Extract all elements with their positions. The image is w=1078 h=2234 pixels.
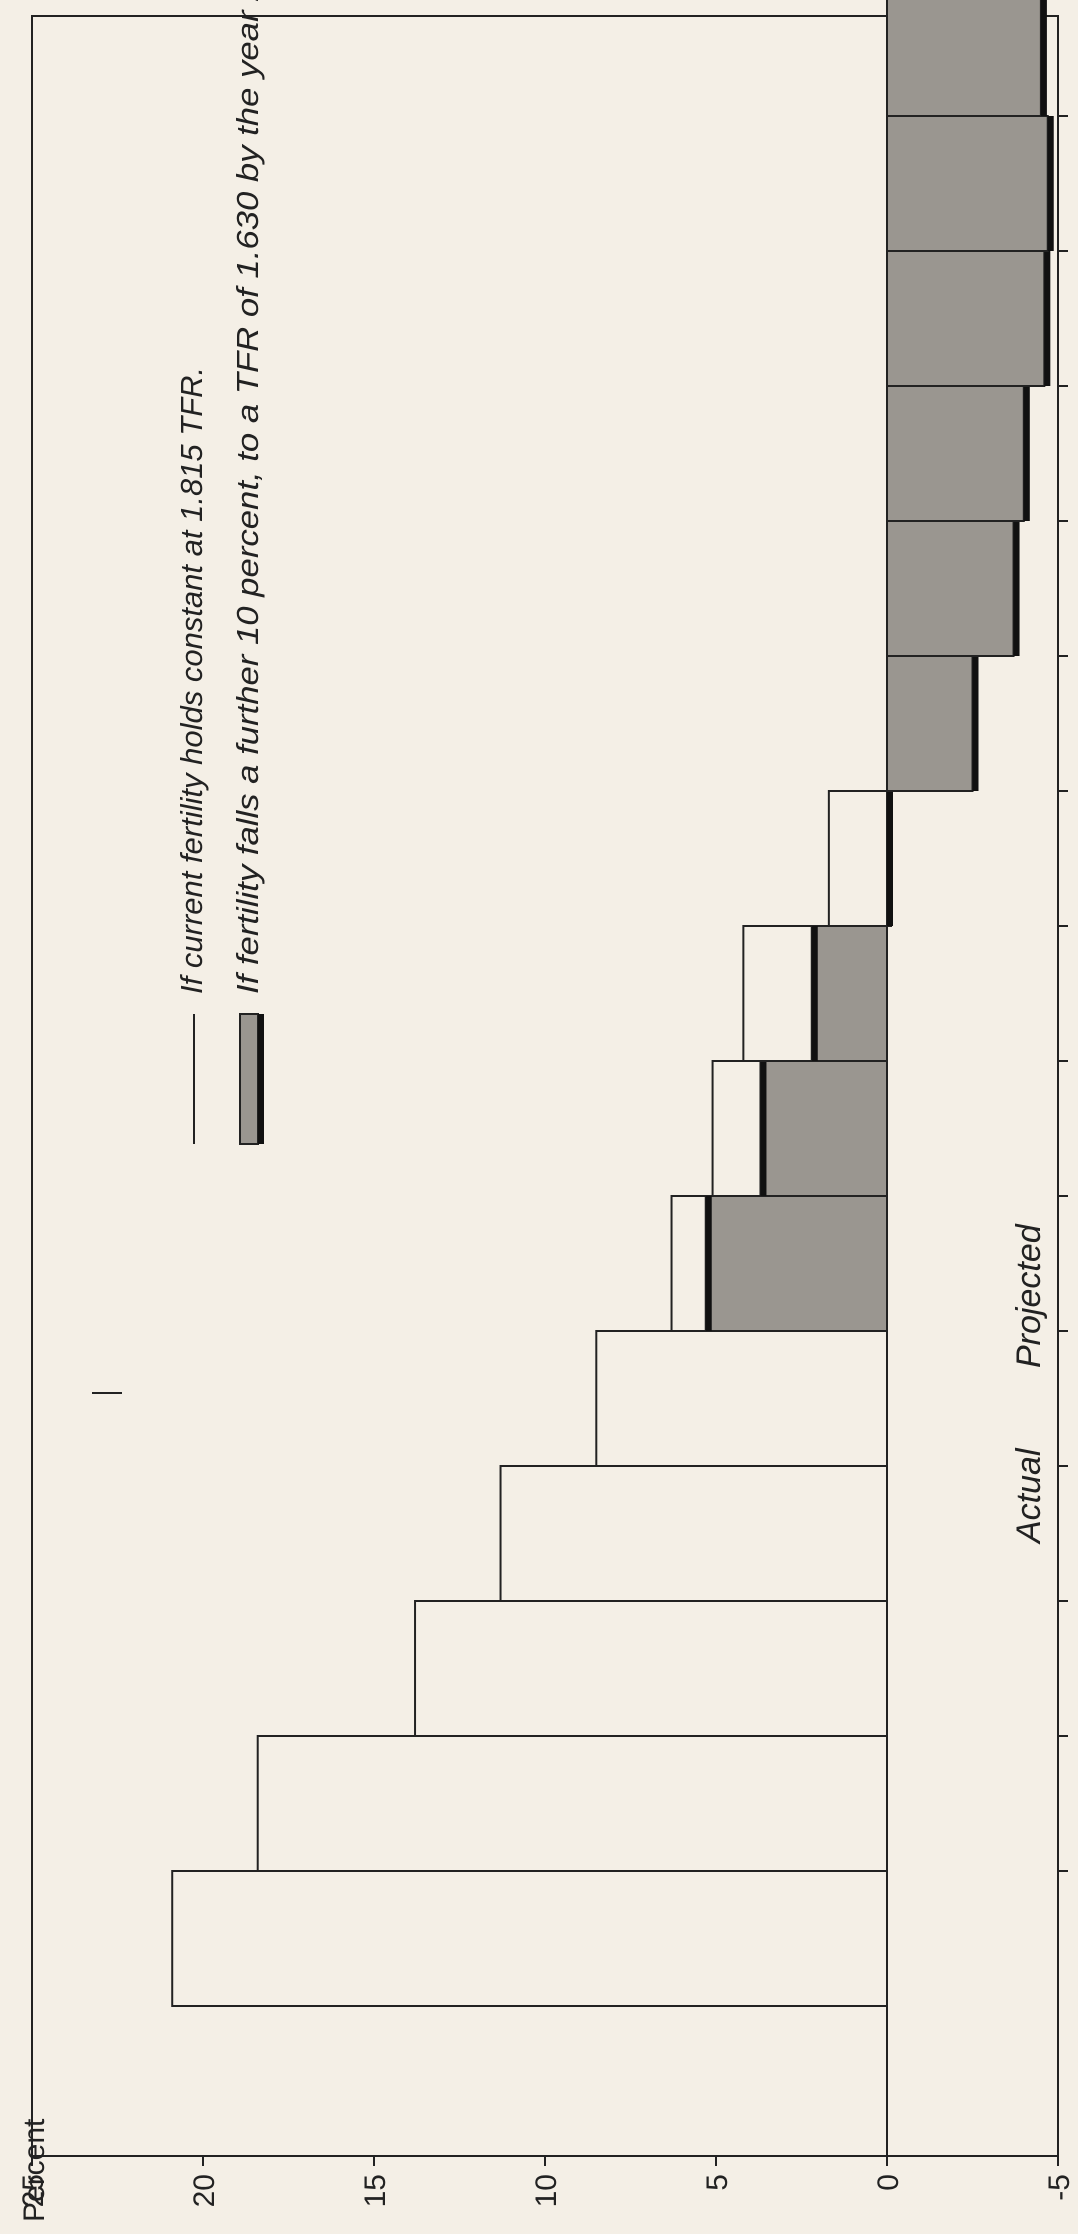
plot-area: 25 20 15 10 5 0 -5 1850-1950 1960 1970 1980 1990 200… (17, 0, 1078, 2207)
bar-falling (886, 385, 1025, 522)
period-label-actual: Actual (1010, 1447, 1048, 1545)
y-tick-label: -5 (1043, 2174, 1076, 2201)
x-tick-label: 1990 (1076, 1298, 1078, 1365)
bar-constant (414, 1600, 888, 1737)
bar-falling-edge (1047, 116, 1054, 251)
bar-falling (886, 250, 1046, 387)
bar-constant (595, 1330, 888, 1467)
legend-swatch-falling-edge (258, 1014, 264, 1144)
x-tick-label: 2010 (1076, 1028, 1078, 1095)
bar-falling (886, 115, 1049, 252)
x-tick-label: 1850-1950 (1076, 1799, 1078, 1942)
bar-falling (704, 1195, 888, 1332)
bar-falling (886, 655, 974, 792)
x-tick-label: 2040 (1076, 623, 1078, 690)
bar-falling (759, 1060, 889, 1197)
x-tick-label: 1970 (1076, 1568, 1078, 1635)
bar-falling-edge (705, 1196, 712, 1331)
bar-constant (256, 1735, 889, 1872)
bar-falling-edge (1040, 0, 1047, 116)
x-tick-label: 2090 (1076, 0, 1078, 14)
bar-falling-edge (760, 1061, 767, 1196)
bar-constant (827, 790, 888, 927)
x-tick-label: 2050 (1076, 488, 1078, 555)
legend: If current fertility holds constant at 1… (174, 0, 265, 1145)
y-tick-label: 5 (701, 2174, 734, 2191)
bars-layer (171, 0, 1054, 2007)
x-tick-label: 2000 (1076, 1163, 1078, 1230)
bar-falling-edge (811, 926, 818, 1061)
x-tick-label: 2080 (1076, 83, 1078, 150)
x-tick-label: 2060 (1076, 353, 1078, 420)
y-tick-label: 10 (530, 2174, 563, 2207)
y-tick-label: 25 (17, 2174, 50, 2207)
bar-falling (810, 925, 889, 1062)
bar-falling-edge (1023, 386, 1030, 521)
legend-swatch-falling (239, 1013, 259, 1145)
y-tick-label: 15 (359, 2174, 392, 2207)
bar-falling (886, 0, 1042, 117)
y-axis-title: Percent (18, 2118, 51, 2222)
legend-label-falling: If fertility falls a further 10 percent,… (230, 0, 265, 994)
bar-constant (171, 1870, 889, 2007)
y-tick-label: 0 (872, 2174, 905, 2191)
period-label-projected: Projected (1010, 1223, 1048, 1368)
x-tick-label: 2020 (1076, 893, 1078, 960)
axis-layer: 25 20 15 10 5 0 -5 1850-1950 1960 1970 1980 1990 200… (17, 0, 1078, 2207)
x-tick-label: 1960 (1076, 1703, 1078, 1770)
bar-falling-edge (1044, 251, 1051, 386)
bar-falling-edge (972, 656, 979, 791)
bar-constant (499, 1465, 888, 1602)
bar-falling-edge (887, 791, 893, 926)
x-tick-label: 2030 (1076, 758, 1078, 825)
bar-falling-edge (1013, 521, 1020, 656)
bar-falling (886, 520, 1015, 657)
legend-label-constant: If current fertility holds constant at 1… (174, 367, 209, 994)
y-tick-label: 20 (188, 2174, 221, 2207)
x-tick-label: 1980 (1076, 1433, 1078, 1500)
x-tick-label: 2070 (1076, 218, 1078, 285)
